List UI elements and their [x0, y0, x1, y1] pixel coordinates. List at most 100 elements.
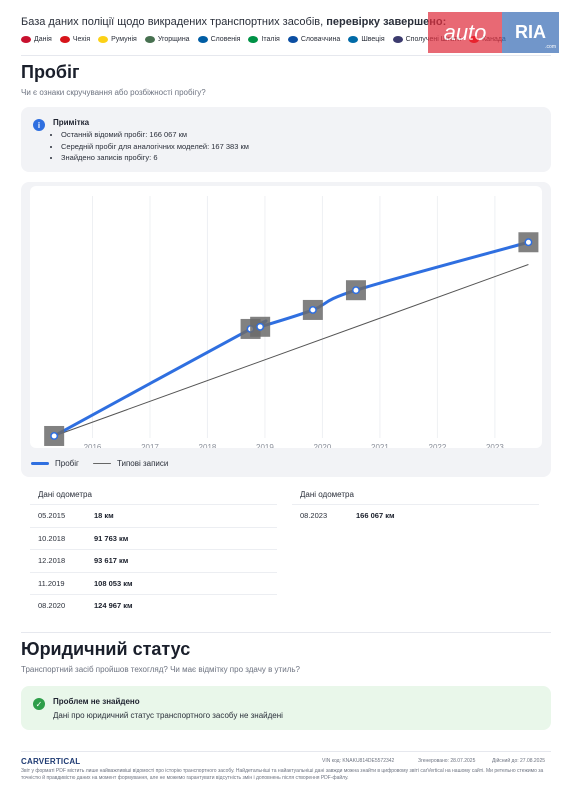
info-icon: i: [33, 119, 45, 131]
odometer-rows: 05.2015 18 км 10.2018 91 763 км 12.2018 93 61…: [30, 504, 277, 617]
mileage-chart-card: 2016 2017 2018 2019 2020 2021 2022 2023 Пробіг …: [21, 182, 551, 477]
logo-ria-text: RIA: [515, 22, 546, 42]
logo-auto: auto: [428, 12, 502, 53]
logo-ria: RIA .com: [502, 12, 559, 53]
legal-status-box: ✓ Проблем не знайдено Дані про юридичний…: [21, 686, 551, 730]
odometer-value: 166 067 км: [356, 511, 395, 521]
check-icon: ✓: [33, 698, 45, 710]
flag-icon: [144, 36, 155, 43]
status-title: Проблем не знайдено: [53, 697, 140, 706]
flag-icon: [287, 36, 298, 43]
flag-icon: [98, 36, 109, 43]
note-list: Останній відомий пробіг: 166 067 км Сере…: [49, 129, 249, 164]
series-line-typical: [53, 264, 529, 437]
valid-until: Дійсний до: 27.08.2025: [492, 758, 546, 764]
mileage-chart-svg: 2016 2017 2018 2019 2020 2021 2022 2023: [44, 196, 539, 448]
x-tick-label: 2017: [141, 443, 159, 448]
country-item: Словаччина: [287, 36, 341, 43]
odometer-value: 124 967 км: [94, 601, 133, 611]
data-point: [308, 305, 317, 314]
country-item: Швеція: [348, 36, 385, 43]
odometer-row: 10.2018 91 763 км: [30, 526, 277, 550]
legal-title: Юридичний статус: [21, 639, 191, 659]
carvertical-logo: CARVERTICAL: [21, 757, 81, 766]
status-text: Дані про юридичний статус транспортного …: [53, 711, 283, 720]
odometer-row: 11.2019 108 053 км: [30, 571, 277, 595]
data-point: [50, 432, 59, 440]
legend-swatch: [31, 462, 49, 465]
x-tick-label: 2021: [371, 443, 389, 448]
flag-icon: [348, 36, 359, 43]
flag-icon: [59, 36, 70, 43]
x-tick-label: 2018: [199, 443, 217, 448]
odometer-table-right: Дані одометра 08.2023 166 067 км: [292, 484, 539, 529]
x-tick-label: 2016: [84, 443, 102, 448]
legend-label: Типові записи: [116, 459, 169, 468]
data-point: [524, 238, 533, 247]
country-name: Чехія: [72, 36, 91, 43]
legend-item-typical: Типові записи: [92, 459, 169, 468]
country-name: Румунія: [111, 36, 137, 43]
data-point: [352, 286, 360, 295]
odometer-heading: Дані одометра: [300, 490, 354, 499]
country-item: Словенія: [197, 36, 241, 43]
mileage-subtitle: Чи є ознаки скручування або розбіжності …: [21, 88, 206, 97]
divider: [21, 55, 551, 56]
legend-label: Пробіг: [55, 459, 79, 468]
x-tick-label: 2020: [314, 443, 332, 448]
country-item: Данія: [21, 36, 52, 43]
country-name: Угорщина: [157, 36, 190, 43]
country-name: Швеція: [361, 36, 385, 43]
divider: [21, 751, 551, 752]
odometer-rows: 08.2023 166 067 км: [292, 504, 539, 527]
odometer-date: 10.2018: [38, 533, 66, 543]
odometer-row: 05.2015 18 км: [30, 504, 277, 527]
disclaimer: Звіт у форматі PDF містить лише найважли…: [21, 768, 544, 781]
logo-com: .com: [545, 44, 556, 50]
odometer-value: 93 617 км: [94, 556, 129, 566]
data-point: [256, 322, 265, 331]
chart-legend: Пробіг Типові записи: [31, 459, 168, 468]
country-name: Словаччина: [300, 36, 341, 43]
odometer-row: 08.2020 124 967 км: [30, 594, 277, 617]
note-title: Примітка: [53, 118, 90, 127]
x-tick-label: 2023: [486, 443, 504, 448]
country-item: Чехія: [59, 36, 91, 43]
note-item: Останній відомий пробіг: 166 067 км: [61, 129, 249, 141]
note-item: Середній пробіг для аналогічних моделей:…: [61, 141, 249, 153]
x-tick-label: 2022: [429, 443, 447, 448]
odometer-row: 12.2018 93 617 км: [30, 549, 277, 572]
mileage-note: i Примітка Останній відомий пробіг: 166 …: [21, 107, 551, 172]
odometer-value: 18 км: [94, 511, 114, 521]
series-line-mileage: [52, 240, 530, 438]
flag-icon: [392, 36, 403, 43]
odometer-table-left: Дані одометра 05.2015 18 км 10.2018 91 763 …: [30, 484, 277, 614]
autoria-logo: auto RIA .com: [428, 12, 559, 53]
odometer-date: 08.2023: [300, 511, 328, 521]
legal-subtitle: Транспортний засіб пройшов техогляд? Чи …: [21, 665, 300, 674]
police-database-status: База даних поліції щодо викрадених транс…: [21, 16, 446, 28]
country-item: Угорщина: [144, 36, 190, 43]
legend-swatch: [92, 463, 111, 464]
x-tick-label: 2019: [256, 443, 274, 448]
odometer-date: 12.2018: [38, 556, 66, 566]
db-title-text: База даних поліції щодо викрадених транс…: [21, 16, 327, 28]
note-item: Знайдено записів пробігу: 6: [61, 152, 249, 164]
country-name: Данія: [34, 36, 52, 43]
legend-item-mileage: Пробіг: [31, 459, 79, 468]
odometer-value: 91 763 км: [94, 533, 129, 543]
mileage-chart: 2016 2017 2018 2019 2020 2021 2022 2023: [30, 186, 542, 448]
odometer-value: 108 053 км: [94, 578, 133, 588]
country-name: Словенія: [210, 36, 241, 43]
odometer-date: 08.2020: [38, 601, 66, 611]
vin-code: VIN код: KNAKU814DE5572342: [322, 758, 395, 764]
divider: [21, 632, 551, 633]
mileage-title: Пробіг: [21, 62, 80, 82]
country-item: Румунія: [98, 36, 137, 43]
country-name: Італія: [261, 36, 280, 43]
db-title-bold: перевірку завершено:: [326, 16, 447, 28]
country-item: Італія: [248, 36, 280, 43]
odometer-heading: Дані одометра: [38, 490, 92, 499]
generated-date: Згенеровано: 28.07.2025: [418, 758, 476, 764]
odometer-row: 08.2023 166 067 км: [292, 504, 539, 527]
